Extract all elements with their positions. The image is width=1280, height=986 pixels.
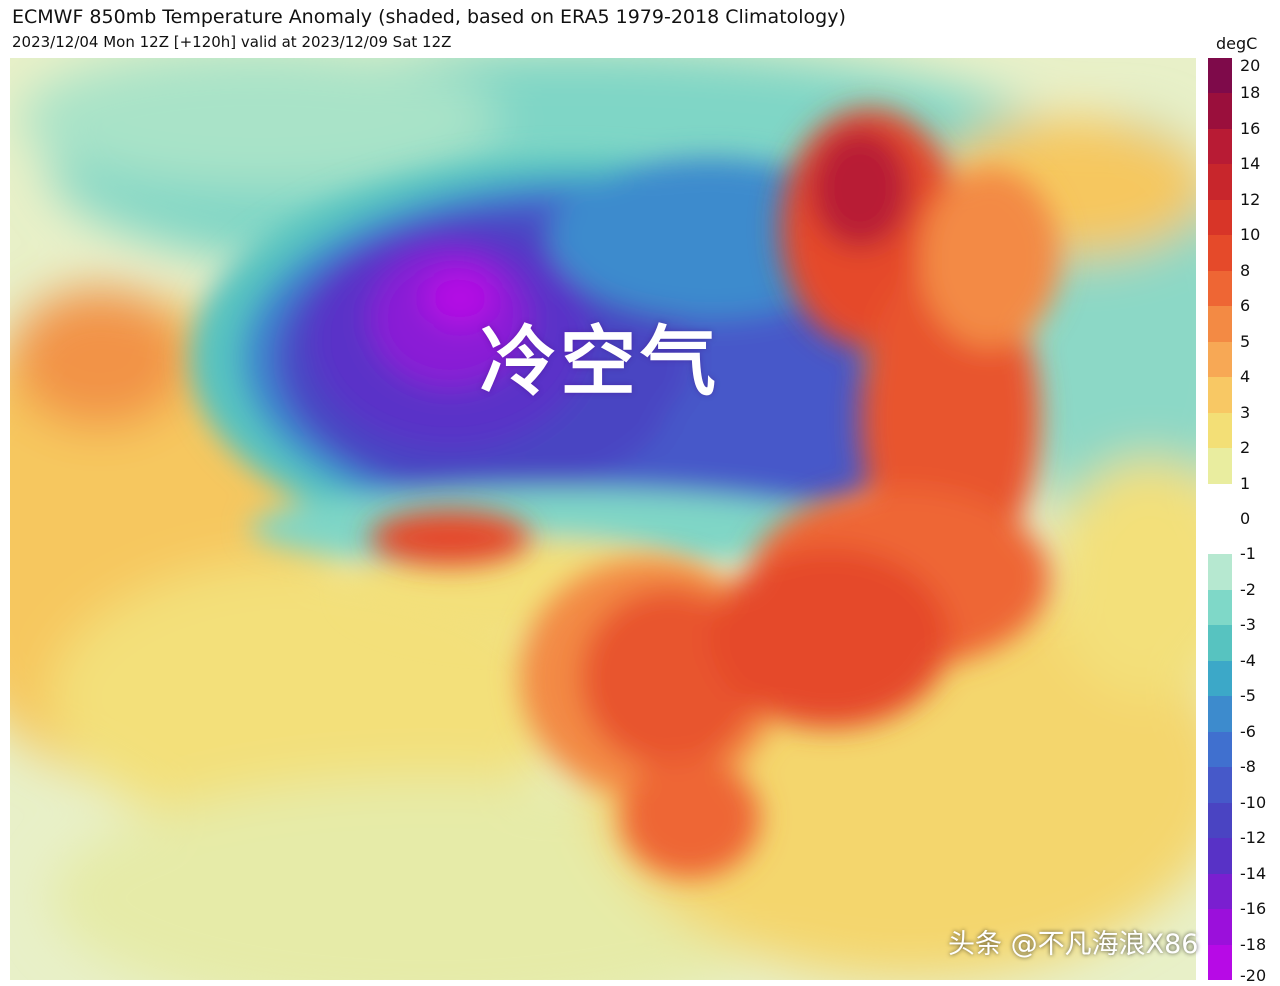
- colorbar-tick-label: -12: [1240, 828, 1267, 848]
- colorbar-tick-label: 20: [1240, 56, 1261, 75]
- colorbar: [1208, 58, 1232, 981]
- colorbar-segment: [1208, 660, 1232, 697]
- colorbar-segment: [1208, 306, 1232, 343]
- colorbar-segment: [1208, 128, 1232, 165]
- colorbar-tick-label: 10: [1240, 225, 1261, 245]
- colorbar-tick-label: 0: [1240, 509, 1251, 528]
- colorbar-segment: [1208, 341, 1232, 378]
- colorbar-tick-label: -4: [1240, 650, 1256, 670]
- colorbar-tick-label: 3: [1240, 402, 1251, 422]
- colorbar-segment: [1208, 235, 1232, 272]
- colorbar-unit: degC: [1216, 34, 1258, 53]
- colorbar-tick-label: 14: [1240, 154, 1261, 174]
- colorbar-segment: [1208, 909, 1232, 946]
- colorbar-segment: [1208, 164, 1232, 201]
- colorbar-tick-label: -16: [1240, 899, 1267, 919]
- colorbar-tick-label: -6: [1240, 721, 1256, 741]
- colorbar-tick-label: 1: [1240, 473, 1251, 493]
- colorbar-segment: [1208, 554, 1232, 591]
- colorbar-segment: [1208, 199, 1232, 236]
- colorbar-segment: [1208, 767, 1232, 804]
- colorbar-segment: [1208, 625, 1232, 662]
- colorbar-tick-label: 4: [1240, 367, 1251, 387]
- colorbar-segment: [1208, 838, 1232, 875]
- colorbar-segment: [1208, 731, 1232, 768]
- colorbar-tick-label: -14: [1240, 863, 1267, 883]
- colorbar-tick-label: 5: [1240, 331, 1251, 351]
- colorbar-tick-label: -20: [1240, 966, 1267, 985]
- colorbar-tick-label: 8: [1240, 260, 1251, 280]
- colorbar-tick-label: -3: [1240, 615, 1256, 635]
- colorbar-tick-label: -2: [1240, 579, 1256, 599]
- colorbar-tick-label: -10: [1240, 792, 1267, 812]
- colorbar-tick-label: -5: [1240, 686, 1256, 706]
- colorbar-segment: [1208, 944, 1232, 981]
- colorbar-segment: [1208, 873, 1232, 910]
- colorbar-segment: [1208, 412, 1232, 449]
- colorbar-segment: [1208, 58, 1232, 94]
- watermark: 头条 @不凡海浪X86: [948, 929, 1199, 960]
- colorbar-tick-label: -1: [1240, 544, 1256, 564]
- colorbar-segment: [1208, 696, 1232, 733]
- colorbar-tick-label: 12: [1240, 189, 1261, 209]
- map-subtitle: 2023/12/04 Mon 12Z [+120h] valid at 2023…: [12, 33, 452, 51]
- colorbar-tick-label: 16: [1240, 118, 1261, 138]
- anomaly-map: [10, 58, 1196, 980]
- colorbar-segment: [1208, 270, 1232, 307]
- colorbar-segment: [1208, 93, 1232, 130]
- colorbar-segment: [1208, 448, 1232, 485]
- colorbar-segment: [1208, 802, 1232, 839]
- colorbar-tick-label: 6: [1240, 296, 1251, 316]
- colorbar-tick-label: -8: [1240, 757, 1256, 777]
- colorbar-segment: [1208, 483, 1232, 520]
- cold-air-label: 冷空气: [480, 317, 720, 406]
- colorbar-segment: [1208, 377, 1232, 414]
- colorbar-tick-label: -18: [1240, 934, 1267, 954]
- colorbar-tick-label: 2: [1240, 438, 1251, 458]
- colorbar-tick-label: 18: [1240, 83, 1261, 103]
- anomaly-field: [10, 58, 1196, 980]
- map-title: ECMWF 850mb Temperature Anomaly (shaded,…: [12, 6, 846, 28]
- colorbar-segment: [1208, 589, 1232, 626]
- colorbar-segment: [1208, 519, 1232, 555]
